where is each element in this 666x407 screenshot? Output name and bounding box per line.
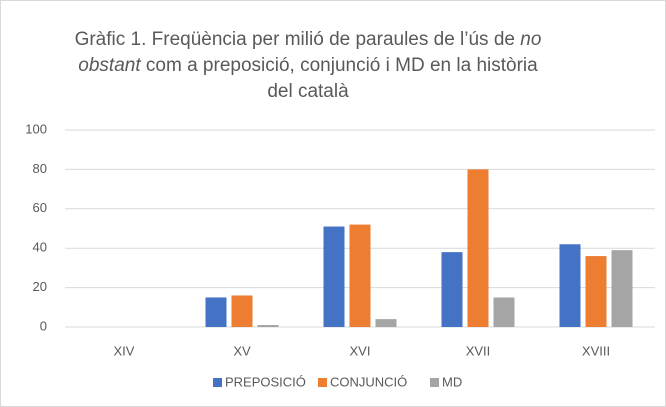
y-tick-label: 60 <box>33 200 47 215</box>
bar <box>559 244 581 327</box>
x-tick-label: XVII <box>466 343 491 358</box>
title-segment: del català <box>267 81 349 102</box>
bar <box>231 295 253 327</box>
bar <box>257 325 279 327</box>
title-segment: Gràfic 1. Freqüència per milió de paraul… <box>75 29 521 50</box>
bar <box>467 169 489 327</box>
legend-label: PREPOSICIÓ <box>225 374 306 389</box>
chart-title: obstant com a preposició, conjunció i MD… <box>78 55 538 76</box>
bar <box>441 252 463 327</box>
chart-title: Gràfic 1. Freqüència per milió de paraul… <box>75 29 542 50</box>
legend-swatch <box>213 378 222 387</box>
bar <box>611 250 633 327</box>
x-tick-label: XVI <box>350 343 371 358</box>
legend-label: MD <box>442 374 462 389</box>
title-segment: no <box>520 29 541 50</box>
legend-swatch <box>318 378 327 387</box>
bar <box>493 297 515 327</box>
title-segment: com a preposició, conjunció i MD en la h… <box>141 55 539 76</box>
x-tick-label: XVIII <box>582 343 610 358</box>
bar <box>205 297 227 327</box>
chart-title: del català <box>267 81 349 102</box>
y-tick-label: 40 <box>33 240 47 255</box>
title-segment: obstant <box>78 55 141 76</box>
y-tick-label: 0 <box>40 318 47 333</box>
y-tick-label: 100 <box>25 121 47 136</box>
bar <box>323 226 345 327</box>
y-tick-label: 80 <box>33 161 47 176</box>
x-tick-label: XV <box>233 343 251 358</box>
bar <box>375 319 397 327</box>
x-tick-label: XIV <box>114 343 135 358</box>
bar <box>585 256 607 327</box>
bar <box>349 224 371 327</box>
legend-label: CONJUNCIÓ <box>330 374 407 389</box>
legend-swatch <box>430 378 439 387</box>
y-tick-label: 20 <box>33 279 47 294</box>
